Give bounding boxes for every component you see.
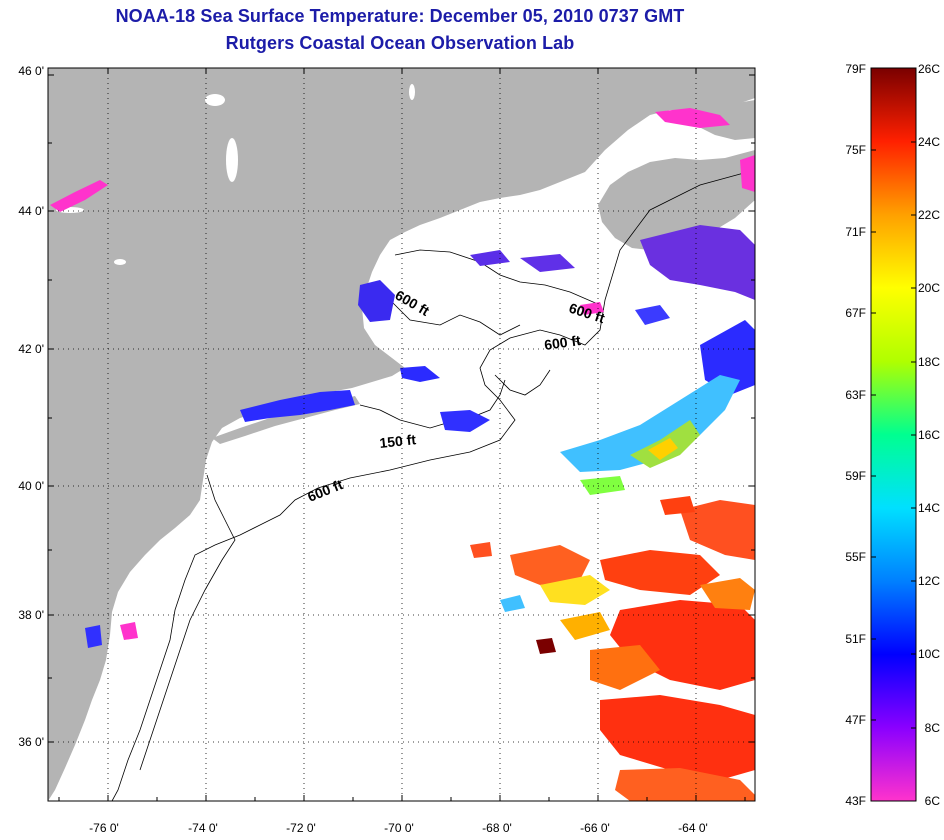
bathymetry-contours: [111, 169, 755, 801]
lake: [205, 94, 225, 106]
sst-patch: [580, 302, 604, 315]
colorbar: [870, 67, 917, 802]
colorbar-c-label: 24C: [918, 135, 940, 149]
lat-label: 42 0': [18, 342, 44, 356]
colorbar-c-label: 22C: [918, 208, 940, 222]
sst-patch: [440, 410, 490, 432]
lon-label: -76 0': [89, 821, 119, 835]
sst-patch: [740, 155, 755, 192]
colorbar-c-label: 8C: [925, 721, 941, 735]
contour-georges: [494, 369, 551, 396]
sst-patch: [510, 545, 590, 585]
colorbar-ticks: [871, 141, 916, 729]
sst-patch: [648, 438, 678, 460]
colorbar-c-label: 12C: [918, 574, 940, 588]
lat-label: 38 0': [18, 608, 44, 622]
colorbar-f-label: 43F: [845, 794, 866, 808]
colorbar-f-label: 71F: [845, 225, 866, 239]
lon-label: -72 0': [286, 821, 316, 835]
contour-600ft-shelf-edge: [111, 169, 755, 801]
sst-patch: [600, 550, 720, 595]
sst-patch: [560, 612, 610, 640]
contour-basin: [389, 299, 521, 336]
contour-gulf-of-maine: [394, 249, 601, 306]
lat-label: 46 0': [18, 64, 44, 78]
sst-patch: [635, 305, 670, 325]
sst-patch: [655, 108, 730, 128]
lon-label: -64 0': [678, 821, 708, 835]
sst-patch: [700, 320, 755, 395]
sst-patch: [660, 496, 695, 515]
sst-patch: [680, 500, 755, 560]
delmarva: [48, 515, 104, 730]
map-grid: [48, 68, 755, 801]
colorbar-c-label: 10C: [918, 647, 940, 661]
sst-patch: [358, 280, 395, 322]
colorbar-c-label: 18C: [918, 355, 940, 369]
sst-patch: [560, 375, 740, 472]
sst-cold-patches: [50, 108, 755, 648]
sst-patch: [590, 645, 660, 690]
lat-label: 40 0': [18, 479, 44, 493]
sst-patch: [50, 180, 108, 212]
sst-patch: [536, 638, 556, 654]
sst-patch: [500, 595, 525, 612]
sst-patch: [615, 768, 755, 801]
lon-label: -66 0': [580, 821, 610, 835]
lake: [114, 259, 126, 265]
colorbar-c-label: 14C: [918, 501, 940, 515]
contour-inner-shelf: [139, 474, 236, 771]
sst-patch: [470, 542, 492, 558]
sst-patch: [520, 254, 575, 272]
colorbar-f-label: 63F: [845, 388, 866, 402]
colorbar-f-label: 47F: [845, 713, 866, 727]
lat-label: 36 0': [18, 735, 44, 749]
colorbar-f-label: 51F: [845, 632, 866, 646]
colorbar-f-label: 67F: [845, 306, 866, 320]
colorbar-c-label: 6C: [925, 794, 941, 808]
lon-label: -68 0': [482, 821, 512, 835]
lake: [409, 84, 415, 100]
colorbar-f-label: 59F: [845, 469, 866, 483]
sst-patch: [540, 575, 610, 605]
sst-warm-patches: [470, 375, 755, 801]
sst-patch: [85, 625, 102, 648]
sst-patch: [640, 225, 755, 300]
map-title: NOAA-18 Sea Surface Temperature: Decembe…: [115, 6, 685, 26]
sst-patch: [400, 366, 440, 382]
colorbar-c-label: 26C: [918, 62, 940, 76]
colorbar-c-label: 20C: [918, 281, 940, 295]
lat-label: 44 0': [18, 204, 44, 218]
contour-label: 150 ft: [379, 431, 417, 451]
sst-patch: [600, 695, 755, 780]
nova-scotia: [598, 150, 755, 250]
contour-label: 600 ft: [543, 332, 582, 353]
map-ticks: [48, 68, 755, 801]
sst-patch: [120, 622, 138, 640]
lake: [226, 138, 238, 182]
colorbar-c-label: 16C: [918, 428, 940, 442]
sst-patch: [240, 390, 355, 422]
mainland: [48, 68, 755, 801]
map-area: 600 ft 600 ft 600 ft 150 ft 600 ft: [48, 68, 755, 801]
colorbar-f-label: 55F: [845, 550, 866, 564]
colorbar-f-label: 75F: [845, 143, 866, 157]
lon-label: -74 0': [188, 821, 218, 835]
sst-patch: [700, 578, 755, 610]
lon-label: -70 0': [384, 821, 414, 835]
sst-patch: [580, 476, 625, 495]
map-subtitle: Rutgers Coastal Ocean Observation Lab: [225, 33, 575, 53]
colorbar-f-label: 79F: [845, 62, 866, 76]
